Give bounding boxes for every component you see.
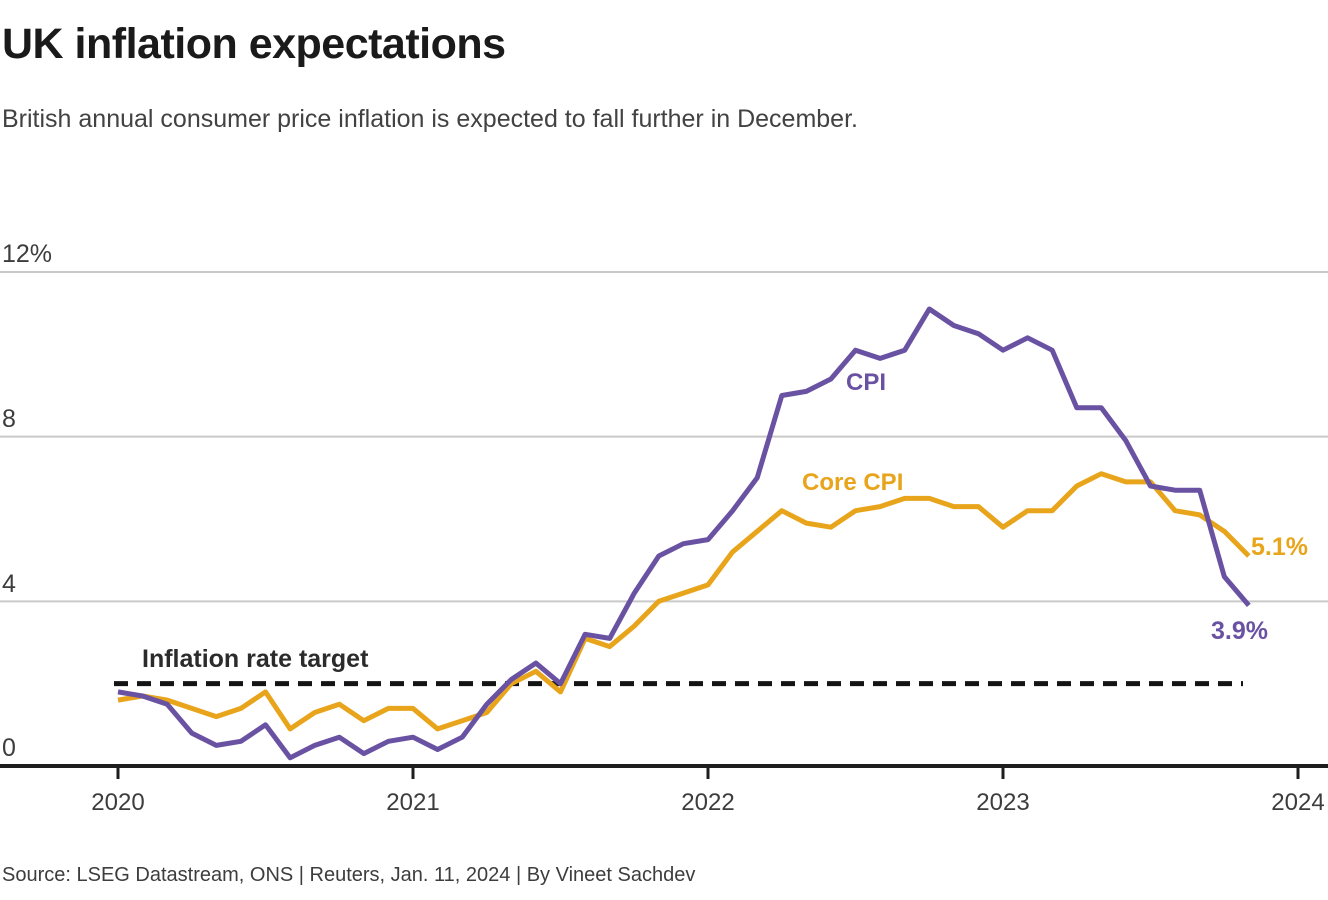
x-axis-tick-label: 2022 [681,789,735,816]
core-cpi-end-value-label: 5.1% [1251,533,1308,561]
y-axis-tick-label: 0 [2,734,16,762]
y-axis-tick-label: 4 [2,570,16,598]
series-line-core-cpi [117,471,1251,732]
cpi-end-value-label: 3.9% [1211,617,1268,645]
y-axis-tick-label: 8 [2,405,16,433]
x-axis-tick-label: 2023 [976,789,1030,816]
y-axis-tick-label: 12% [2,240,53,268]
series-label-cpi: CPI [846,369,887,396]
target-line-label: Inflation rate target [142,645,369,673]
series-line-cpi [117,306,1251,761]
page-subtitle: British annual consumer price inflation … [2,105,858,133]
page-title: UK inflation expectations [2,20,506,68]
source-attribution: Source: LSEG Datastream, ONS | Reuters, … [2,864,696,886]
series-label-core-cpi: Core CPI [802,469,904,496]
x-axis-tick-label: 2021 [386,789,440,816]
x-axis-tick-label: 2024 [1271,789,1325,816]
x-axis-tick-label: 2020 [91,789,145,816]
